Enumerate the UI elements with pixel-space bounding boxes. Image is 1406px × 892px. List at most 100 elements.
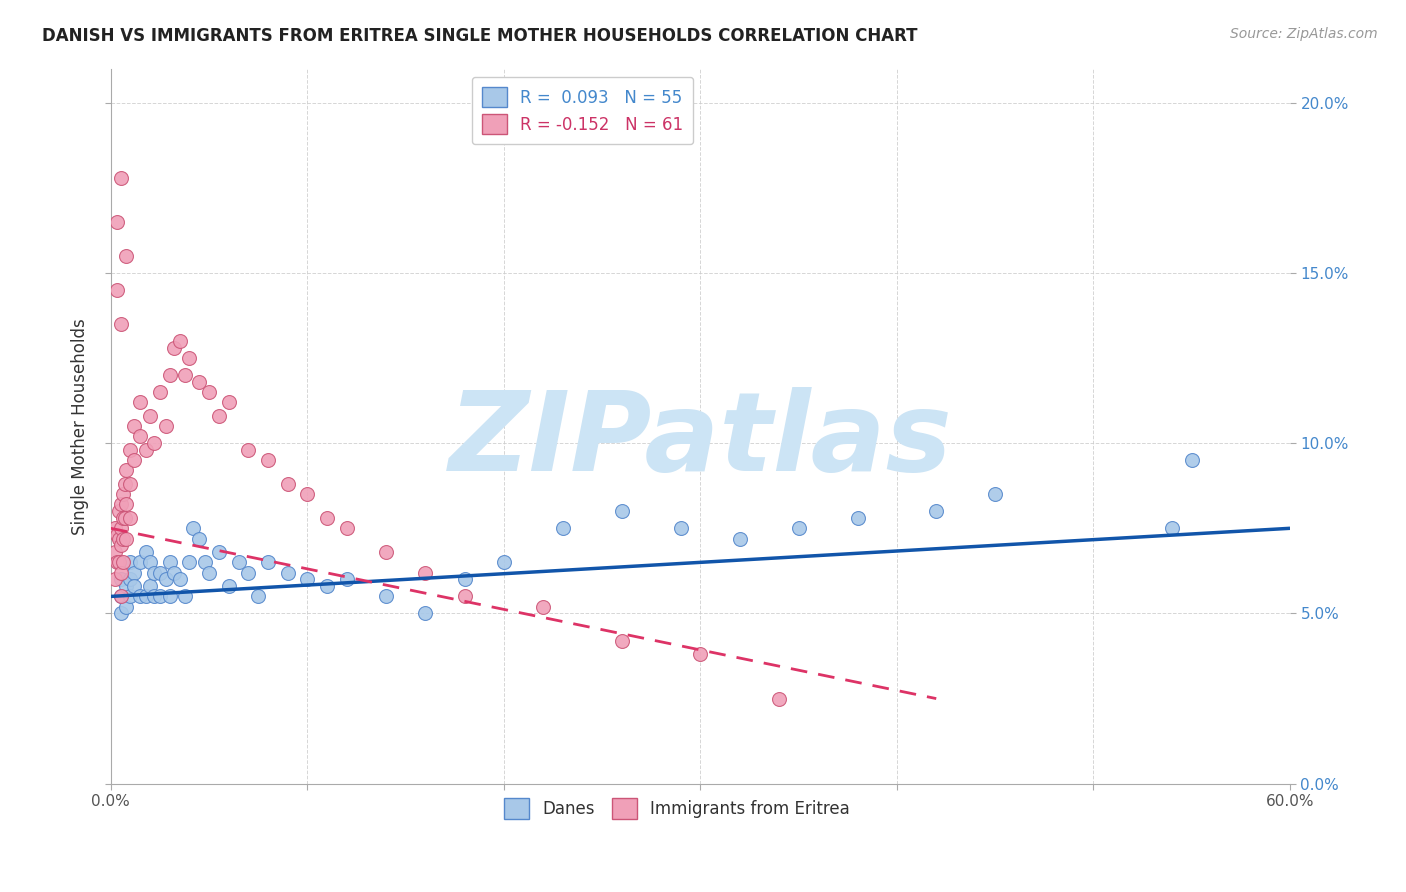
Y-axis label: Single Mother Households: Single Mother Households	[72, 318, 89, 534]
Point	[110, 590, 132, 604]
Point	[174, 368, 197, 382]
Point	[531, 599, 554, 614]
Point	[374, 590, 396, 604]
Text: DANISH VS IMMIGRANTS FROM ERITREA SINGLE MOTHER HOUSEHOLDS CORRELATION CHART: DANISH VS IMMIGRANTS FROM ERITREA SINGLE…	[42, 27, 918, 45]
Point	[110, 573, 132, 587]
Point	[277, 477, 299, 491]
Point	[218, 395, 240, 409]
Point	[115, 532, 138, 546]
Point	[129, 395, 152, 409]
Point	[143, 590, 166, 604]
Point	[453, 590, 475, 604]
Point	[107, 532, 129, 546]
Point	[129, 429, 152, 443]
Point	[143, 566, 166, 580]
Point	[155, 419, 177, 434]
Point	[120, 590, 142, 604]
Legend: Danes, Immigrants from Eritrea: Danes, Immigrants from Eritrea	[498, 792, 856, 825]
Point	[316, 579, 339, 593]
Point	[139, 555, 162, 569]
Point	[159, 368, 181, 382]
Point	[159, 590, 181, 604]
Point	[238, 566, 260, 580]
Point	[689, 648, 711, 662]
Text: Source: ZipAtlas.com: Source: ZipAtlas.com	[1230, 27, 1378, 41]
Point	[169, 573, 191, 587]
Point	[115, 463, 138, 477]
Point	[110, 521, 132, 535]
Point	[198, 385, 221, 400]
Point	[115, 498, 138, 512]
Point	[413, 607, 436, 621]
Point	[208, 545, 231, 559]
Point	[453, 573, 475, 587]
Point	[247, 590, 270, 604]
Point	[120, 555, 142, 569]
Point	[104, 545, 127, 559]
Point	[110, 538, 132, 552]
Point	[111, 532, 134, 546]
Point	[110, 566, 132, 580]
Point	[129, 590, 152, 604]
Point	[120, 573, 142, 587]
Point	[107, 504, 129, 518]
Point	[120, 511, 142, 525]
Point	[110, 317, 132, 331]
Point	[163, 341, 186, 355]
Point	[316, 511, 339, 525]
Point	[925, 504, 948, 518]
Point	[218, 579, 240, 593]
Point	[374, 545, 396, 559]
Point	[107, 555, 129, 569]
Point	[149, 566, 172, 580]
Point	[111, 511, 134, 525]
Point	[120, 442, 142, 457]
Point	[181, 521, 204, 535]
Point	[114, 511, 136, 525]
Point	[129, 555, 152, 569]
Point	[1161, 521, 1184, 535]
Point	[768, 691, 790, 706]
Point	[115, 599, 138, 614]
Point	[163, 566, 186, 580]
Point	[110, 498, 132, 512]
Point	[336, 573, 359, 587]
Point	[787, 521, 810, 535]
Point	[104, 573, 127, 587]
Point	[111, 487, 134, 501]
Point	[728, 532, 751, 546]
Point	[105, 555, 128, 569]
Point	[124, 566, 146, 580]
Point	[194, 555, 217, 569]
Point	[135, 545, 157, 559]
Point	[336, 521, 359, 535]
Point	[124, 579, 146, 593]
Point	[1181, 453, 1204, 467]
Point	[159, 555, 181, 569]
Point	[257, 453, 280, 467]
Point	[114, 477, 136, 491]
Point	[135, 442, 157, 457]
Point	[277, 566, 299, 580]
Point	[105, 528, 128, 542]
Point	[297, 487, 319, 501]
Point	[139, 409, 162, 423]
Point	[115, 249, 138, 263]
Point	[104, 521, 127, 535]
Point	[174, 590, 197, 604]
Point	[149, 385, 172, 400]
Point	[257, 555, 280, 569]
Point	[846, 511, 869, 525]
Point	[135, 590, 157, 604]
Point	[179, 351, 201, 365]
Point	[492, 555, 515, 569]
Point	[198, 566, 221, 580]
Point	[105, 283, 128, 297]
Point	[228, 555, 250, 569]
Point	[105, 215, 128, 229]
Point	[413, 566, 436, 580]
Point	[110, 607, 132, 621]
Point	[610, 504, 633, 518]
Point	[139, 579, 162, 593]
Point	[238, 442, 260, 457]
